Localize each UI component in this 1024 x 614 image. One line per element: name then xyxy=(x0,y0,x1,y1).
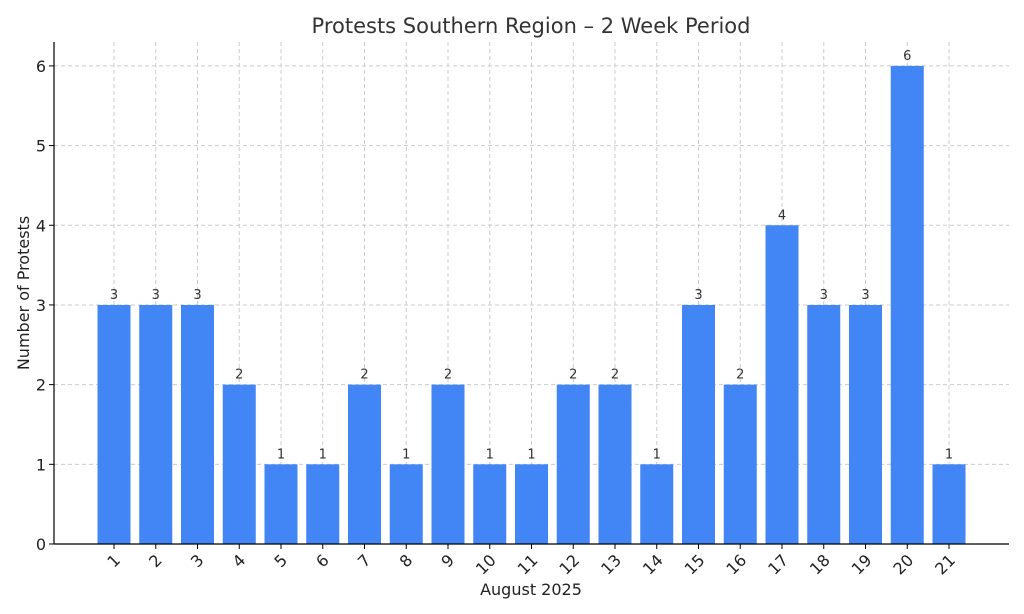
y-tick-label: 0 xyxy=(36,535,46,554)
data-label: 1 xyxy=(653,447,661,462)
data-label: 2 xyxy=(235,368,243,383)
x-tick-label: 9 xyxy=(437,551,458,572)
x-tick-label: 5 xyxy=(270,551,291,572)
bar xyxy=(473,464,507,544)
x-tick-label: 6 xyxy=(312,551,333,572)
data-label: 2 xyxy=(360,368,368,383)
bar xyxy=(139,304,173,544)
x-tick-label: 18 xyxy=(806,551,834,579)
x-tick-label: 17 xyxy=(764,551,792,579)
x-tick-label: 19 xyxy=(848,551,876,579)
x-tick-label: 2 xyxy=(145,551,166,572)
bar xyxy=(890,65,924,545)
bars xyxy=(97,65,966,545)
bar xyxy=(932,464,966,544)
y-tick-label: 3 xyxy=(36,296,46,315)
data-labels: 3 3 3 2 1 1 2 1 2 1 1 2 2 1 3 2 4 3 3 6 1 xyxy=(110,49,953,462)
data-label: 1 xyxy=(945,447,953,462)
bar xyxy=(181,304,214,544)
bar xyxy=(556,384,590,544)
y-tick-label: 6 xyxy=(36,57,46,76)
x-tick-label: 7 xyxy=(354,551,375,572)
bar xyxy=(807,304,841,544)
bar xyxy=(222,384,256,544)
data-label: 2 xyxy=(444,368,452,383)
data-label: 1 xyxy=(402,447,410,462)
bar xyxy=(515,464,548,544)
x-tick-label: 3 xyxy=(187,551,208,572)
data-label: 3 xyxy=(152,288,160,303)
bar xyxy=(389,464,423,544)
data-label: 3 xyxy=(861,288,869,303)
data-label: 2 xyxy=(611,368,619,383)
bar xyxy=(348,384,381,544)
x-tick-label: 20 xyxy=(889,551,917,579)
y-tick-label: 2 xyxy=(36,376,46,395)
bar xyxy=(264,464,298,544)
bar xyxy=(765,225,799,544)
bar xyxy=(640,464,674,544)
data-label: 1 xyxy=(486,447,494,462)
data-label: 1 xyxy=(277,447,285,462)
bar xyxy=(849,304,882,544)
data-label: 3 xyxy=(694,288,702,303)
data-label: 6 xyxy=(903,49,911,64)
data-label: 1 xyxy=(527,447,535,462)
x-tick-label: 11 xyxy=(514,551,542,579)
bar xyxy=(598,384,632,544)
x-tick-label: 4 xyxy=(229,551,250,572)
data-label: 3 xyxy=(193,288,201,303)
data-label: 2 xyxy=(569,368,577,383)
y-axis-title: Number of Protests xyxy=(14,216,33,370)
x-tick-label: 16 xyxy=(722,551,750,579)
x-axis-title: August 2025 xyxy=(480,580,582,599)
x-tick-label: 15 xyxy=(681,551,709,579)
data-label: 3 xyxy=(820,288,828,303)
x-tick-label: 8 xyxy=(396,551,417,572)
x-tick-label: 10 xyxy=(472,551,500,579)
chart-title: Protests Southern Region – 2 Week Period xyxy=(312,14,751,38)
x-tick-label: 13 xyxy=(597,551,625,579)
bar xyxy=(97,304,131,544)
bar xyxy=(431,384,465,544)
x-tick-label: 12 xyxy=(555,551,583,579)
bar xyxy=(682,304,715,544)
x-tick-label: 21 xyxy=(931,551,959,579)
data-label: 2 xyxy=(736,368,744,383)
x-tick-label: 14 xyxy=(639,551,667,579)
y-tick-label: 1 xyxy=(36,455,46,474)
bar xyxy=(306,464,340,544)
data-label: 3 xyxy=(110,288,118,303)
x-tick-label: 1 xyxy=(103,551,124,572)
data-label: 4 xyxy=(778,208,786,223)
bar xyxy=(723,384,757,544)
data-label: 1 xyxy=(319,447,327,462)
y-tick-label: 4 xyxy=(36,216,46,235)
y-tick-label: 5 xyxy=(36,137,46,156)
